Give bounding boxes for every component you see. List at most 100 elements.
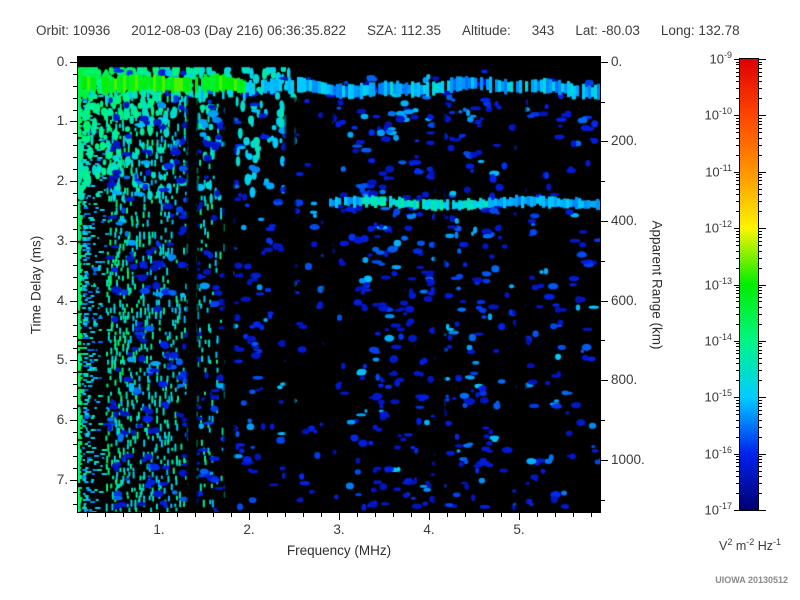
y-left-major-tick (70, 479, 77, 481)
colorbar-minor-tick-left (736, 132, 739, 134)
colorbar-minor-tick-right (759, 71, 762, 73)
x-major-tick (249, 513, 250, 520)
colorbar-minor-tick-right (759, 250, 762, 252)
colorbar-minor-tick-right (759, 405, 762, 407)
colorbar-minor-tick-left (736, 419, 739, 421)
y-right-tick-label: 200. (611, 133, 638, 149)
colorbar-minor-tick-left (736, 370, 739, 372)
x-minor-tick (537, 513, 538, 517)
spectrogram-plot-area (77, 56, 601, 513)
colorbar-minor-tick-left (736, 493, 739, 495)
y-left-major-tick (70, 240, 77, 242)
colorbar-minor-tick-left (736, 174, 739, 176)
colorbar-tick-label: 10-15 (704, 388, 732, 405)
colorbar-major-tick-right (759, 228, 766, 230)
x-minor-tick (177, 513, 178, 517)
colorbar-minor-tick-right (759, 180, 762, 182)
y-left-minor-tick (73, 503, 77, 505)
y-left-minor-tick (73, 217, 77, 219)
x-minor-tick (375, 513, 376, 517)
colorbar-minor-tick-right (759, 426, 762, 428)
colorbar-tick-label: 10-9 (709, 50, 732, 67)
colorbar-minor-tick-left (736, 405, 739, 407)
colorbar-minor-tick-left (736, 61, 739, 63)
x-minor-tick (231, 513, 232, 517)
colorbar-minor-tick-right (759, 233, 762, 235)
colorbar-minor-tick-right (759, 357, 762, 359)
y-left-major-tick (70, 181, 77, 183)
y-left-minor-tick (73, 228, 77, 230)
x-minor-tick (465, 513, 466, 517)
colorbar-tick-label: 10-16 (704, 444, 732, 461)
colorbar-major-tick-left (734, 59, 739, 60)
y-left-minor-tick (73, 85, 77, 87)
x-major-tick (159, 513, 160, 520)
x-tick-label: 2. (243, 522, 255, 537)
colorbar-minor-tick-left (736, 64, 739, 66)
colorbar-minor-tick-left (736, 289, 739, 291)
colorbar-tick-label: 10-11 (705, 162, 732, 180)
y-left-minor-tick (73, 372, 77, 374)
y-right-minor-tick (601, 499, 605, 501)
x-tick-label: 1. (153, 522, 165, 537)
x-minor-tick (123, 513, 124, 517)
colorbar-minor-tick-right (759, 67, 762, 69)
x-tick-label: 5. (513, 522, 525, 537)
header-datetime: 2012-08-03 (Day 216) 06:36:35.822 (131, 23, 346, 38)
colorbar-minor-tick-left (736, 267, 739, 269)
colorbar-minor-tick-right (759, 436, 762, 438)
x-minor-tick (285, 513, 286, 517)
colorbar-tick-label: 10-12 (704, 219, 732, 236)
colorbar-minor-tick-right (759, 236, 762, 238)
colorbar-minor-tick-right (759, 353, 762, 355)
colorbar-minor-tick-right (759, 363, 762, 365)
colorbar-minor-tick-left (736, 402, 739, 404)
colorbar-minor-tick-left (736, 230, 739, 232)
y-left-major-tick (70, 420, 77, 422)
colorbar-minor-tick-right (759, 402, 762, 404)
colorbar-tick-label: 10-14 (704, 331, 732, 349)
x-minor-tick (555, 513, 556, 517)
y-left-tick-label: 0. (56, 53, 68, 69)
colorbar-minor-tick-right (759, 124, 762, 126)
y-left-minor-tick (73, 467, 77, 469)
colorbar-minor-tick-left (736, 306, 739, 308)
colorbar-minor-tick-left (736, 144, 739, 146)
colorbar-minor-tick-left (736, 81, 739, 83)
y-left-minor-tick (73, 288, 77, 290)
y-left-major-tick (70, 61, 77, 63)
y-left-major-tick (70, 360, 77, 362)
y-right-tick-label: 0. (611, 53, 623, 69)
y-left-minor-tick (73, 324, 77, 326)
x-minor-tick (321, 513, 322, 517)
colorbar-tick-label: 10-17 (704, 501, 732, 518)
x-minor-tick (87, 513, 88, 517)
colorbar-minor-tick-right (759, 419, 762, 421)
colorbar-minor-tick-right (759, 61, 762, 63)
y-axis-title-right: Apparent Range (km) (649, 220, 665, 350)
colorbar-minor-tick-right (759, 301, 762, 303)
colorbar-major-tick-left (734, 340, 739, 342)
colorbar-minor-tick-left (736, 194, 739, 196)
y-left-minor-tick (73, 455, 77, 457)
colorbar-minor-tick-left (736, 459, 739, 461)
colorbar-minor-tick-left (736, 245, 739, 247)
y-right-major-tick (601, 61, 608, 63)
colorbar-minor-tick-right (759, 201, 762, 203)
y-left-tick-label: 7. (56, 471, 68, 487)
colorbar-minor-tick-right (759, 289, 762, 291)
colorbar-minor-tick-right (759, 313, 762, 315)
colorbar-minor-tick-left (736, 236, 739, 238)
colorbar-minor-tick-right (759, 230, 762, 232)
y-right-minor-tick (601, 260, 605, 262)
colorbar-minor-tick-left (736, 426, 739, 428)
colorbar-minor-tick-right (759, 154, 762, 156)
y-left-minor-tick (73, 145, 77, 147)
colorbar-minor-tick-right (759, 370, 762, 372)
colorbar-minor-tick-right (759, 459, 762, 461)
colorbar-minor-tick-right (759, 120, 762, 122)
colorbar-minor-tick-right (759, 174, 762, 176)
y-left-tick-label: 6. (56, 412, 68, 428)
spectrogram-canvas (78, 57, 600, 512)
x-minor-tick (213, 513, 214, 517)
